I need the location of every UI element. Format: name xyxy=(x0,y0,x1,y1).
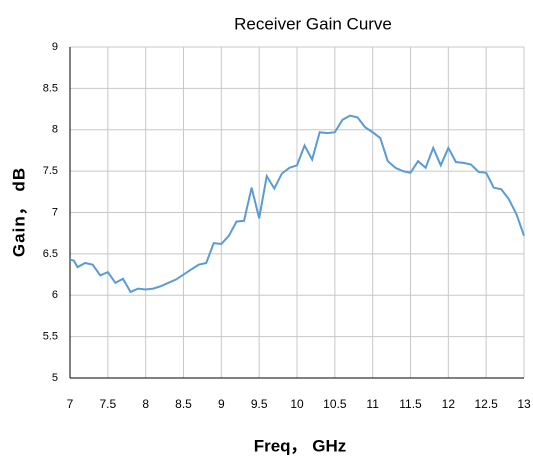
x-tick-label: 7 xyxy=(67,397,74,411)
y-tick-label: 6 xyxy=(52,289,58,301)
x-axis-label: Freq， GHz xyxy=(254,436,347,455)
x-tick-label: 8.5 xyxy=(175,397,192,411)
y-tick-label: 7.5 xyxy=(43,165,58,177)
x-tick-label: 13 xyxy=(517,397,531,411)
x-tick-label: 10 xyxy=(290,397,304,411)
x-tick-label: 9 xyxy=(218,397,225,411)
y-tick-label: 9 xyxy=(52,41,58,53)
x-tick-label: 10.5 xyxy=(323,397,347,411)
y-tick-label: 5 xyxy=(52,372,58,384)
x-tick-label: 12.5 xyxy=(474,397,498,411)
y-tick-label: 8.5 xyxy=(43,82,58,94)
chart-title: Receiver Gain Curve xyxy=(234,14,392,33)
x-tick-label: 9.5 xyxy=(251,397,268,411)
y-axis-label: Gain， dB xyxy=(9,167,28,257)
data-line xyxy=(69,114,525,294)
y-tick-label: 8 xyxy=(52,124,58,136)
x-tick-label: 8 xyxy=(142,397,149,411)
y-tick-label: 7 xyxy=(52,206,58,218)
x-tick-label: 11 xyxy=(366,397,379,411)
y-tick-label: 5.5 xyxy=(43,331,58,343)
x-tick-label: 12 xyxy=(442,397,456,411)
x-tick-label: 7.5 xyxy=(99,397,116,411)
y-tick-label: 6.5 xyxy=(43,248,58,260)
x-tick-label: 11.5 xyxy=(399,397,422,411)
